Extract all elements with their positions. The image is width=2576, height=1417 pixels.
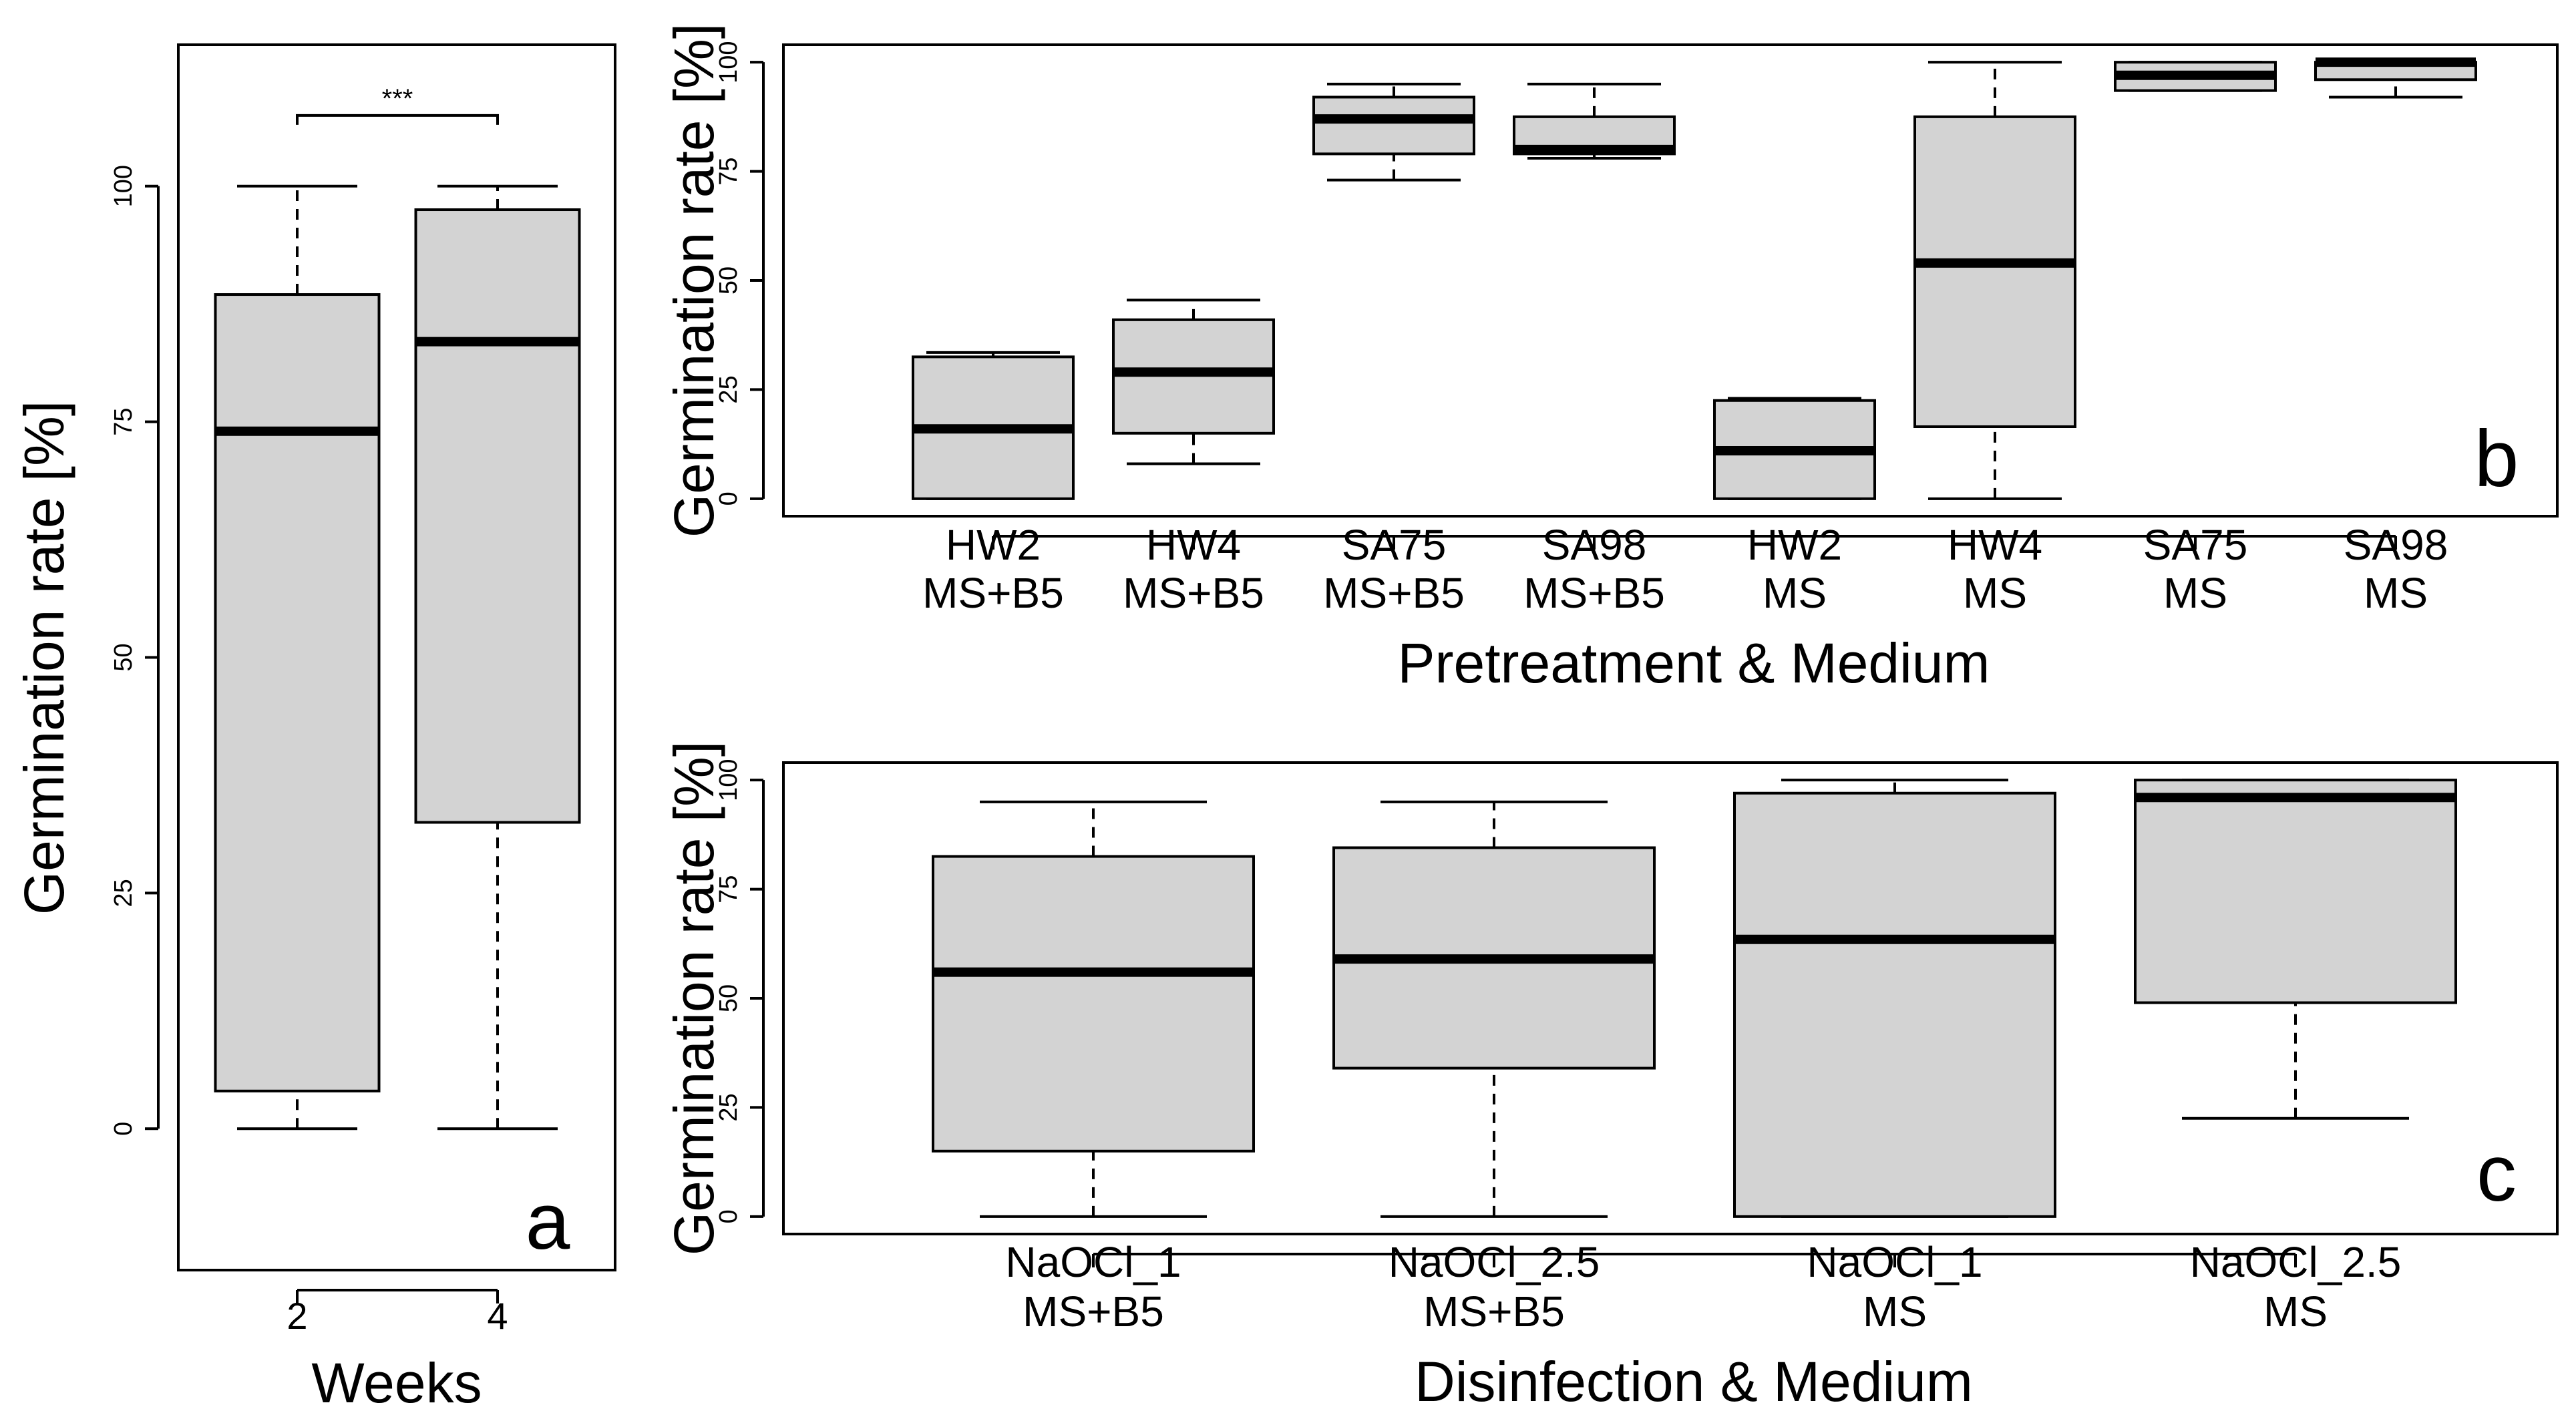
x-tick-label: NaOCl_1 <box>1005 1238 1181 1286</box>
y-tick-label: 50 <box>110 643 138 671</box>
x-tick-label: 2 <box>287 1295 307 1337</box>
y-tick-label: 25 <box>715 375 743 403</box>
y-tick-label: 50 <box>715 984 743 1012</box>
panel-a-y-axis-label: Germination rate [%] <box>13 401 75 915</box>
box-plot <box>1312 82 1475 182</box>
x-tick-label: SA98 <box>1542 521 1647 569</box>
panel-a-plot-frame <box>177 43 616 1271</box>
x-tick-label: SA98 <box>2344 521 2448 569</box>
x-tick-label: MS <box>1763 569 1827 617</box>
y-tick-label: 25 <box>110 879 138 907</box>
panel-b-boxes <box>912 57 2477 500</box>
panel-a-label: a <box>526 1177 570 1266</box>
iqr-box <box>1913 115 2076 428</box>
panel-c-x-axis-label: Disinfection & Medium <box>1415 1350 1973 1413</box>
panel-c-y-axis: 0 25 50 75 100 <box>715 759 765 1223</box>
x-tick-label: SA75 <box>1342 521 1447 569</box>
y-tick-label: 100 <box>715 759 743 801</box>
box-plot <box>2114 61 2277 92</box>
y-tick-label: 75 <box>110 407 138 435</box>
significance-bracket <box>296 114 499 125</box>
box-plot <box>912 351 1075 500</box>
panel-c-label: c <box>2476 1129 2517 1218</box>
box-plot <box>1112 298 1275 465</box>
iqr-box <box>214 293 381 1092</box>
panel-a-x-axis-label: Weeks <box>311 1352 482 1414</box>
panel-b-label: b <box>2474 414 2519 503</box>
y-tick-label: 0 <box>715 491 743 505</box>
box-plot <box>1733 779 2056 1218</box>
iqr-box <box>2134 779 2457 1004</box>
panel-c-boxes <box>932 779 2457 1218</box>
box-plot <box>2134 779 2457 1120</box>
iqr-box <box>932 855 1255 1153</box>
iqr-box <box>1312 95 1475 156</box>
box-plot <box>414 184 581 1131</box>
x-tick-label: MS+B5 <box>1323 569 1465 617</box>
box-plot <box>1713 397 1876 500</box>
panel-c-plot-frame <box>782 761 2559 1235</box>
y-tick-label: 25 <box>715 1093 743 1121</box>
y-tick-label: 0 <box>110 1122 138 1136</box>
x-tick-label: MS <box>1863 1287 1927 1336</box>
panel-c-y-axis-label: Germination rate [%] <box>663 741 725 1255</box>
panel-c-x-axis: NaOCl_1MS+B5NaOCl_2.5MS+B5NaOCl_1MSNaOCl… <box>1005 1238 2401 1336</box>
x-tick-label: NaOCl_2.5 <box>1389 1238 1600 1286</box>
box-plot <box>1913 61 2076 500</box>
y-tick-label: 50 <box>715 266 743 294</box>
x-tick-label: MS <box>2364 569 2428 617</box>
y-tick-label: 100 <box>715 41 743 83</box>
x-tick-label: MS+B5 <box>1023 1287 1164 1336</box>
panel-b-y-axis: 0 25 50 75 100 <box>715 41 765 505</box>
x-tick-label: HW2 <box>946 521 1041 569</box>
x-tick-label: MS+B5 <box>1123 569 1264 617</box>
x-tick-label: MS+B5 <box>1523 569 1665 617</box>
x-tick-label: MS <box>2163 569 2227 617</box>
x-tick-label: NaOCl_2.5 <box>2190 1238 2402 1286</box>
panel-b-y-axis-label: Germination rate [%] <box>663 23 725 538</box>
x-tick-label: MS <box>2263 1287 2328 1336</box>
panel-a-y-axis: 0 25 50 75 100 <box>110 165 160 1136</box>
box-plot <box>214 184 381 1131</box>
y-tick-label: 75 <box>715 157 743 185</box>
x-tick-label: HW4 <box>1948 521 2042 569</box>
x-tick-label: MS+B5 <box>922 569 1064 617</box>
panel-b-x-axis: HW2MS+B5HW4MS+B5SA75MS+B5SA98MS+B5HW2MSH… <box>922 521 2448 617</box>
iqr-box <box>414 208 581 824</box>
y-tick-label: 0 <box>715 1209 743 1223</box>
box-plot <box>2314 57 2477 99</box>
x-tick-label: NaOCl_1 <box>1807 1238 1982 1286</box>
panel-a-boxes <box>214 184 581 1131</box>
x-tick-label: MS <box>1963 569 2027 617</box>
panel-a-significance: *** <box>296 84 499 125</box>
y-tick-label: 75 <box>715 875 743 903</box>
x-tick-label: 4 <box>487 1295 508 1337</box>
x-tick-label: MS+B5 <box>1423 1287 1565 1336</box>
x-tick-label: HW2 <box>1747 521 1842 569</box>
x-tick-label: HW4 <box>1146 521 1241 569</box>
x-tick-label: SA75 <box>2143 521 2248 569</box>
y-tick-label: 100 <box>110 165 138 207</box>
iqr-box <box>1733 791 2056 1218</box>
significance-label: *** <box>382 84 413 114</box>
panel-b-plot-frame <box>782 43 2559 518</box>
panel-b-x-axis-label: Pretreatment & Medium <box>1397 632 1990 694</box>
box-plot <box>1332 800 1656 1218</box>
box-plot <box>1513 82 1676 160</box>
box-plot <box>932 800 1255 1218</box>
